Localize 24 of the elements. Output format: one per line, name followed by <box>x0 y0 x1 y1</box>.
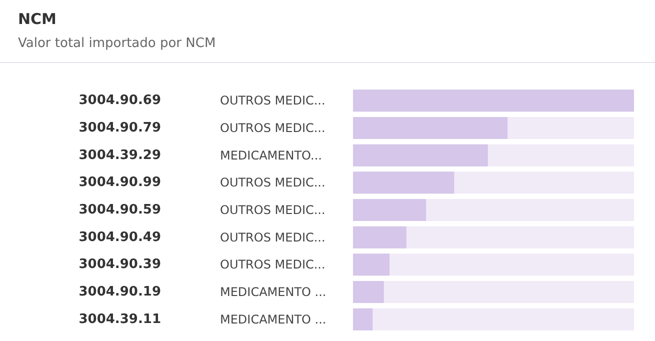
bar <box>353 281 384 303</box>
y-tick-label: 3004.90.99 <box>78 175 161 190</box>
y2-tick-label: OUTROS MEDIC... <box>220 203 326 217</box>
y-tick-label: 3004.90.79 <box>78 120 161 136</box>
y-tick-label: 3004.90.59 <box>78 202 161 218</box>
text: Valor total importado por NCM <box>18 36 216 51</box>
bar <box>353 254 390 276</box>
y-tick-label: 3004.90.49 <box>78 230 161 245</box>
y2-tick-label: OUTROS MEDIC... <box>220 258 326 272</box>
y2-tick-label: MEDICAMENTO ... <box>220 312 326 326</box>
y2-tick-label: OUTROS MEDIC... <box>220 94 326 108</box>
y-tick-label: 3004.39.11 <box>78 312 161 327</box>
y2-tick-label: OUTROS MEDIC... <box>220 121 326 135</box>
text: NCM <box>18 10 56 28</box>
y-tick-label: 3004.90.39 <box>78 257 161 272</box>
y2-tick-label: MEDICAMENTO ... <box>220 285 326 299</box>
bar <box>353 308 373 330</box>
y2-tick-label: MEDICAMENTO... <box>220 148 322 162</box>
y-tick-label: 3004.90.19 <box>78 284 161 300</box>
y-tick-label: 3004.39.29 <box>78 148 161 163</box>
y-tick-label: 3004.90.69 <box>78 93 161 108</box>
y2-tick-label: OUTROS MEDIC... <box>220 230 326 244</box>
y2-tick-label: OUTROS MEDIC... <box>220 176 326 190</box>
bar <box>353 226 406 248</box>
